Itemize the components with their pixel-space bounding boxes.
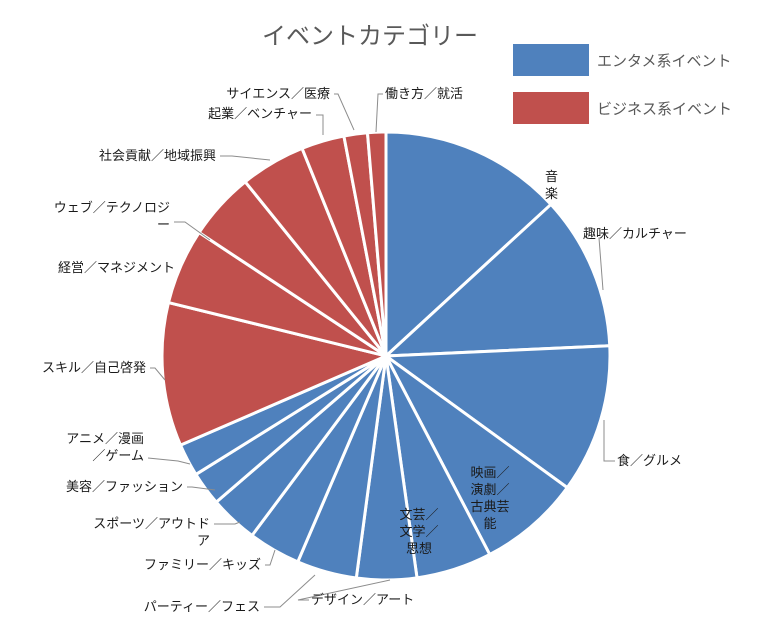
slice-13-label: 経営／マネジメント [58,261,175,276]
slice-9-label: スポーツ／アウトドア [93,517,210,549]
slice-8-label: ファミリー／キッズ [144,557,261,573]
slice-2 [384,202,612,358]
pie-slices [160,130,612,582]
slice-3-label: 食／グルメ [617,453,682,469]
legend-label-2: ビジネス系イベント [597,100,732,118]
slice-3-leader [603,420,615,462]
slice-10-leader [187,486,216,491]
slice-4-label: 映画／演劇／古典芸能 [470,466,509,532]
slice-18-leader [375,93,383,133]
chart-title: イベントカテゴリー [262,22,478,50]
slice-15-label: 社会貢献／地域振興 [99,148,216,164]
slice-16-leader [316,114,324,135]
slice-5-label: 文芸／文学／思想 [399,507,438,557]
slice-9-leader [214,521,241,525]
slice-17-label: サイエンス／医療 [226,87,330,102]
slice-10-label: 美容／ファッション [66,479,183,495]
slice-14-leader [174,221,211,241]
slice-11-label: アニメ／漫画／ゲーム [66,432,144,464]
slice-6-label: デザイン／アート [311,592,414,608]
slice-1 [384,130,553,358]
slice-2-leader [598,237,604,291]
slice-6-leader [297,579,391,601]
slice-labels: 音楽趣味／カルチャー食／グルメ映画／演劇／古典芸能文芸／文学／思想デザイン／アー… [42,86,687,615]
slice-17-leader [334,93,355,131]
slice-1-label: 音楽 [545,169,558,202]
slice-14-label: ウェブ／テクノロジー [54,200,170,233]
slice-8-leader [265,549,276,566]
slice-4 [384,354,569,557]
leader-lines [147,93,615,608]
slice-11-leader [147,457,191,465]
slice-15-leader [220,155,271,161]
slice-16-label: 起業／ベンチャー [208,106,312,122]
slice-2-label: 趣味／カルチャー [583,227,687,242]
slice-18 [365,130,388,358]
legend-label-1: エンタメ系イベント [597,52,732,70]
slice-12-leader [150,367,166,381]
legend-swatch-1 [513,44,589,76]
slice-12-label: スキル／自己啓発 [42,361,146,376]
legend-swatch-2 [513,92,589,124]
slice-7-label: パーティー／フェス [144,600,260,615]
slice-7-leader [264,574,316,608]
slice-12 [160,301,388,447]
slice-18-label: 働き方／就活 [385,86,463,102]
slice-3 [384,344,612,490]
